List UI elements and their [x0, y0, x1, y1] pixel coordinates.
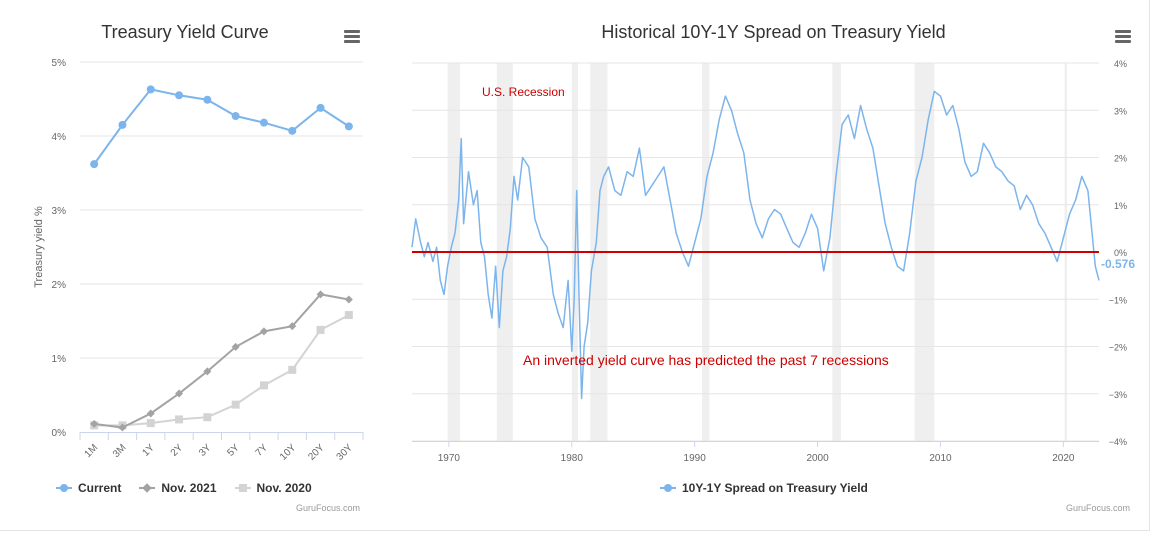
series-line [93, 88, 350, 165]
data-point [90, 419, 99, 428]
yield-curve-title: Treasury Yield Curve [101, 22, 269, 42]
legend-item-nov-2020[interactable]: Nov. 2020 [234, 481, 312, 495]
y-tick-label: 1% [1114, 201, 1127, 211]
y-tick-label: −2% [1109, 343, 1127, 353]
data-point [316, 103, 325, 112]
x-tick-label: 20Y [306, 442, 327, 463]
x-tick-label: 5Y [225, 442, 242, 459]
data-point [344, 122, 353, 131]
x-tick-label: 1M [83, 442, 101, 460]
y-tick-label: 4% [52, 132, 67, 143]
data-point [259, 327, 268, 336]
recession-annotation: U.S. Recession [482, 85, 565, 99]
spread-legend: 10Y-1Y Spread on Treasury Yield [660, 481, 886, 495]
y-tick-label: −3% [1109, 390, 1127, 400]
series-line [94, 314, 350, 427]
y-tick-label: 2% [1114, 154, 1127, 164]
data-point [203, 95, 212, 104]
y-tick-label: −4% [1109, 437, 1127, 447]
x-tick-label: 30Y [335, 442, 356, 463]
data-point [175, 415, 184, 424]
data-point [344, 311, 353, 320]
data-point [231, 400, 240, 409]
y-tick-label: 3% [52, 206, 67, 217]
inversion-annotation: An inverted yield curve has predicted th… [523, 352, 889, 368]
data-point [118, 423, 127, 432]
data-point [231, 342, 240, 351]
spread-credits[interactable]: GuruFocus.com [1066, 503, 1131, 513]
spread-panel: Historical 10Y-1Y Spread on Treasury Yie… [380, 0, 1151, 533]
yield-curve-panel: Treasury Yield Curve 0% 1% 2% 3% 4% 5% 1M 3M 1Y 2… [0, 0, 380, 533]
data-point [231, 112, 240, 121]
y-tick-label: −1% [1109, 295, 1127, 305]
x-tick-label: 2Y [169, 442, 186, 459]
y-tick-label: 5% [52, 58, 67, 69]
yield-curve-legend: Current Nov. 2021 Nov. 2020 [56, 481, 330, 495]
data-point [118, 120, 127, 129]
yield-curve-chart: 0% 1% 2% 3% 4% 5% 1M 3M 1Y 2Y 3Y 5Y 7Y 10Y 20Y 30Y Treas… [33, 58, 364, 463]
data-point [146, 419, 155, 428]
y-tick-label: 0% [52, 428, 67, 439]
y-tick-label: 4% [1114, 59, 1127, 69]
data-point [146, 85, 155, 94]
y-tick-label: 3% [1114, 106, 1127, 116]
legend-item-nov-2021[interactable]: Nov. 2021 [139, 481, 217, 495]
legend-item-spread[interactable]: 10Y-1Y Spread on Treasury Yield [660, 481, 868, 495]
legend-item-current[interactable]: Current [56, 481, 121, 495]
x-tick-label: 2000 [806, 453, 829, 464]
x-tick-label: 3Y [197, 442, 214, 459]
data-point [288, 126, 297, 135]
data-point [203, 413, 212, 422]
data-point [175, 91, 184, 100]
spread-line [411, 90, 1100, 400]
x-tick-label: 1980 [561, 453, 584, 464]
data-point [259, 118, 268, 127]
legend-label-current: Current [78, 481, 122, 495]
legend-label-spread: 10Y-1Y Spread on Treasury Yield [682, 481, 868, 495]
data-point [259, 381, 268, 390]
x-tick-label: 1Y [140, 442, 157, 459]
spread-chart: −4% −3% −2% −1% 0% 1% 2% 3% 4% 1970 1980 1990 2000 20… [411, 59, 1135, 464]
data-point [175, 389, 184, 398]
legend-square-icon [234, 483, 251, 493]
x-tick-label: 7Y [254, 442, 271, 459]
spread-menu-icon[interactable] [1115, 30, 1131, 44]
data-point [90, 160, 99, 169]
x-tick-label: 2010 [929, 453, 952, 464]
y-tick-label: 2% [52, 280, 67, 291]
data-point [288, 365, 297, 374]
legend-label-nov-2020: Nov. 2020 [256, 481, 312, 495]
y-tick-label: 1% [52, 354, 67, 365]
data-point [344, 295, 353, 304]
x-tick-label: 1990 [684, 453, 707, 464]
legend-label-nov-2021: Nov. 2021 [161, 481, 217, 495]
yield-curve-credits[interactable]: GuruFocus.com [296, 503, 361, 513]
yield-curve-menu-icon[interactable] [344, 30, 360, 44]
x-tick-label: 3M [111, 442, 129, 460]
legend-circle-icon [56, 483, 72, 493]
data-point [316, 290, 325, 299]
y-tick-label: 0% [1114, 248, 1127, 258]
data-point [316, 325, 325, 334]
legend-circle-icon [660, 483, 676, 493]
spread-title: Historical 10Y-1Y Spread on Treasury Yie… [601, 22, 946, 42]
last-value-label: -0.576 [1101, 257, 1135, 271]
legend-diamond-icon [139, 483, 156, 493]
y-axis-title: Treasury yield % [33, 206, 45, 288]
data-point [288, 322, 297, 331]
data-point [203, 367, 212, 376]
x-tick-label: 2020 [1052, 453, 1075, 464]
series-line [94, 293, 350, 429]
x-tick-label: 10Y [278, 442, 299, 463]
data-point [146, 409, 155, 418]
x-tick-label: 1970 [438, 453, 461, 464]
